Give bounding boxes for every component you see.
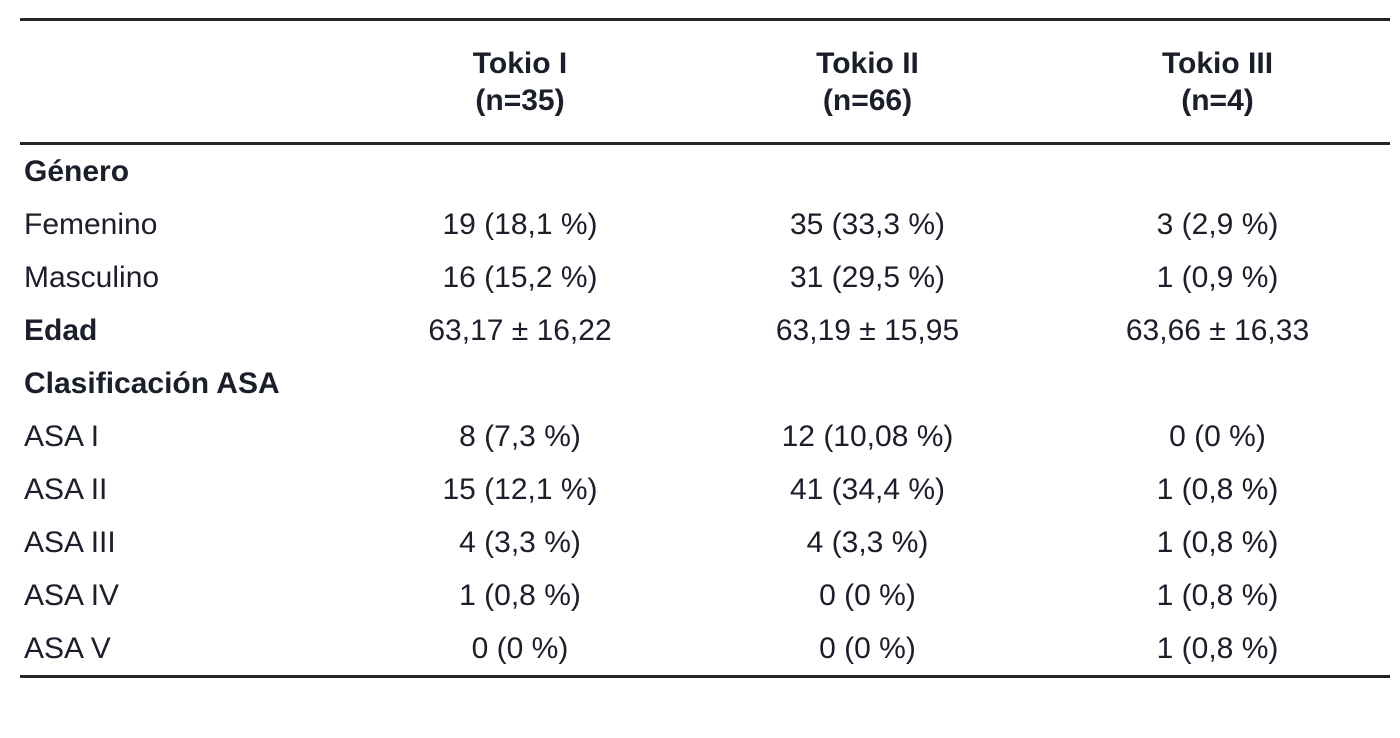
row-label: Edad <box>24 313 98 347</box>
header-tokio-1-title: Tokio I <box>472 46 568 80</box>
cell-tokio-2: 41 (34,4 %) <box>789 472 946 506</box>
table-row: Clasificación ASA <box>20 357 1390 410</box>
header-tokio-3-n: (n=4) <box>1181 83 1254 117</box>
header-tokio-2-title: Tokio II <box>816 46 919 80</box>
cell-tokio-3: 1 (0,8 %) <box>1156 631 1279 665</box>
cell-tokio-2: 0 (0 %) <box>819 578 916 612</box>
cell-tokio-2: 35 (33,3 %) <box>789 207 946 241</box>
cell-tokio-1: 1 (0,8 %) <box>459 578 581 612</box>
cell-tokio-1: 8 (7,3 %) <box>459 419 581 453</box>
table-row: Género <box>20 145 1390 198</box>
row-label: Género <box>24 154 130 188</box>
cell-tokio-3: 1 (0,8 %) <box>1156 525 1279 559</box>
row-label: ASA V <box>24 631 111 665</box>
row-label: ASA IV <box>24 578 120 612</box>
row-label: Femenino <box>24 207 158 241</box>
table-row: ASA V 0 (0 %) 0 (0 %) 1 (0,8 %) <box>20 622 1390 675</box>
cell-tokio-2: 0 (0 %) <box>819 631 916 665</box>
cell-tokio-1: 19 (18,1 %) <box>442 207 598 241</box>
row-label: Masculino <box>24 260 160 294</box>
cell-tokio-2: 12 (10,08 %) <box>781 419 954 453</box>
header-tokio-3-title: Tokio III <box>1161 46 1274 80</box>
cell-tokio-1: 16 (15,2 %) <box>442 260 598 294</box>
table-row: Femenino 19 (18,1 %) 35 (33,3 %) 3 (2,9 … <box>20 198 1390 251</box>
cell-tokio-1: 0 (0 %) <box>471 631 569 665</box>
row-label: Clasificación ASA <box>24 366 280 400</box>
header-tokio-2-n: (n=66) <box>822 83 913 117</box>
cell-tokio-2: 63,19 ± 15,95 <box>775 313 960 347</box>
table-row: Edad 63,17 ± 16,22 63,19 ± 15,95 63,66 ±… <box>20 304 1390 357</box>
cell-tokio-2: 4 (3,3 %) <box>806 525 929 559</box>
cell-tokio-1: 4 (3,3 %) <box>459 525 581 559</box>
cell-tokio-1: 63,17 ± 16,22 <box>428 313 612 347</box>
demographics-table: Tokio I (n=35) Tokio II (n=66) Tokio III… <box>20 18 1390 678</box>
header-tokio-2: Tokio II (n=66) <box>690 45 1045 119</box>
table-body: Género Femenino 19 (18,1 %) 35 (33,3 %) … <box>20 145 1390 678</box>
cell-tokio-2: 31 (29,5 %) <box>789 260 946 294</box>
cell-tokio-3: 0 (0 %) <box>1169 419 1266 453</box>
cell-tokio-3: 1 (0,8 %) <box>1156 578 1279 612</box>
header-tokio-3: Tokio III (n=4) <box>1045 45 1390 119</box>
table-row: Masculino 16 (15,2 %) 31 (29,5 %) 1 (0,9… <box>20 251 1390 304</box>
header-tokio-1-n: (n=35) <box>475 83 565 117</box>
table-row: ASA IV 1 (0,8 %) 0 (0 %) 1 (0,8 %) <box>20 569 1390 622</box>
row-label: ASA II <box>24 472 108 506</box>
cell-tokio-3: 63,66 ± 16,33 <box>1125 313 1310 347</box>
cell-tokio-3: 1 (0,9 %) <box>1156 260 1279 294</box>
cell-tokio-3: 1 (0,8 %) <box>1156 472 1279 506</box>
row-label: ASA III <box>24 525 116 559</box>
table-row: ASA II 15 (12,1 %) 41 (34,4 %) 1 (0,8 %) <box>20 463 1390 516</box>
cell-tokio-1: 15 (12,1 %) <box>442 472 598 506</box>
cell-tokio-3: 3 (2,9 %) <box>1156 207 1279 241</box>
header-tokio-1: Tokio I (n=35) <box>350 45 690 119</box>
table-row: ASA III 4 (3,3 %) 4 (3,3 %) 1 (0,8 %) <box>20 516 1390 569</box>
table-header-row: Tokio I (n=35) Tokio II (n=66) Tokio III… <box>20 21 1390 145</box>
row-label: ASA I <box>24 419 100 453</box>
table-row: ASA I 8 (7,3 %) 12 (10,08 %) 0 (0 %) <box>20 410 1390 463</box>
